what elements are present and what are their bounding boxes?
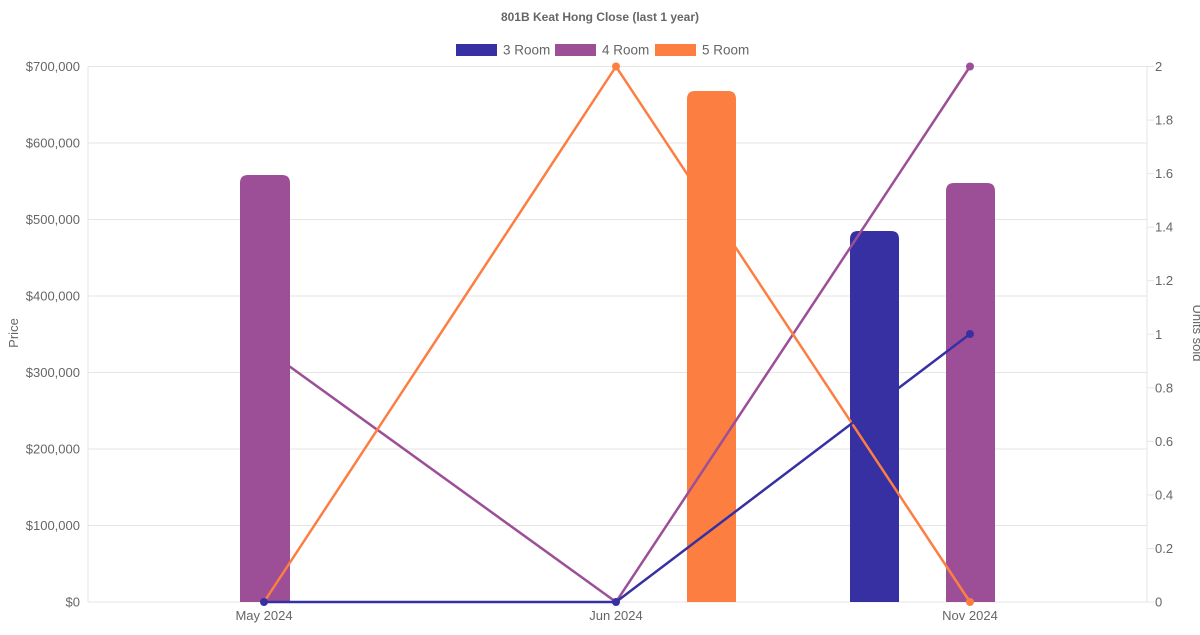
svg-text:$500,000: $500,000 <box>26 212 80 227</box>
svg-text:$0: $0 <box>66 595 80 610</box>
svg-text:2: 2 <box>1155 59 1162 74</box>
svg-text:1.2: 1.2 <box>1155 273 1173 288</box>
svg-text:$300,000: $300,000 <box>26 365 80 380</box>
svg-text:$400,000: $400,000 <box>26 289 80 304</box>
svg-text:4 Room: 4 Room <box>602 43 649 58</box>
svg-text:Jun 2024: Jun 2024 <box>589 608 643 623</box>
svg-text:5 Room: 5 Room <box>702 43 749 58</box>
svg-text:$600,000: $600,000 <box>26 136 80 151</box>
svg-text:801B Keat Hong Close (last 1 y: 801B Keat Hong Close (last 1 year) <box>501 10 699 24</box>
svg-text:$700,000: $700,000 <box>26 59 80 74</box>
svg-text:0.6: 0.6 <box>1155 434 1173 449</box>
svg-text:1.6: 1.6 <box>1155 166 1173 181</box>
svg-text:May 2024: May 2024 <box>235 608 292 623</box>
svg-text:0.2: 0.2 <box>1155 541 1173 556</box>
svg-text:0.4: 0.4 <box>1155 487 1173 502</box>
svg-text:Nov 2024: Nov 2024 <box>942 608 998 623</box>
svg-text:1.8: 1.8 <box>1155 113 1173 128</box>
svg-text:0.8: 0.8 <box>1155 380 1173 395</box>
svg-text:Price: Price <box>6 318 21 348</box>
svg-text:3 Room: 3 Room <box>503 43 550 58</box>
svg-text:0: 0 <box>1155 595 1162 610</box>
svg-text:1.4: 1.4 <box>1155 220 1173 235</box>
svg-text:1: 1 <box>1155 327 1162 342</box>
svg-text:$200,000: $200,000 <box>26 442 80 457</box>
svg-text:Units sold: Units sold <box>1190 304 1200 361</box>
svg-text:$100,000: $100,000 <box>26 518 80 533</box>
